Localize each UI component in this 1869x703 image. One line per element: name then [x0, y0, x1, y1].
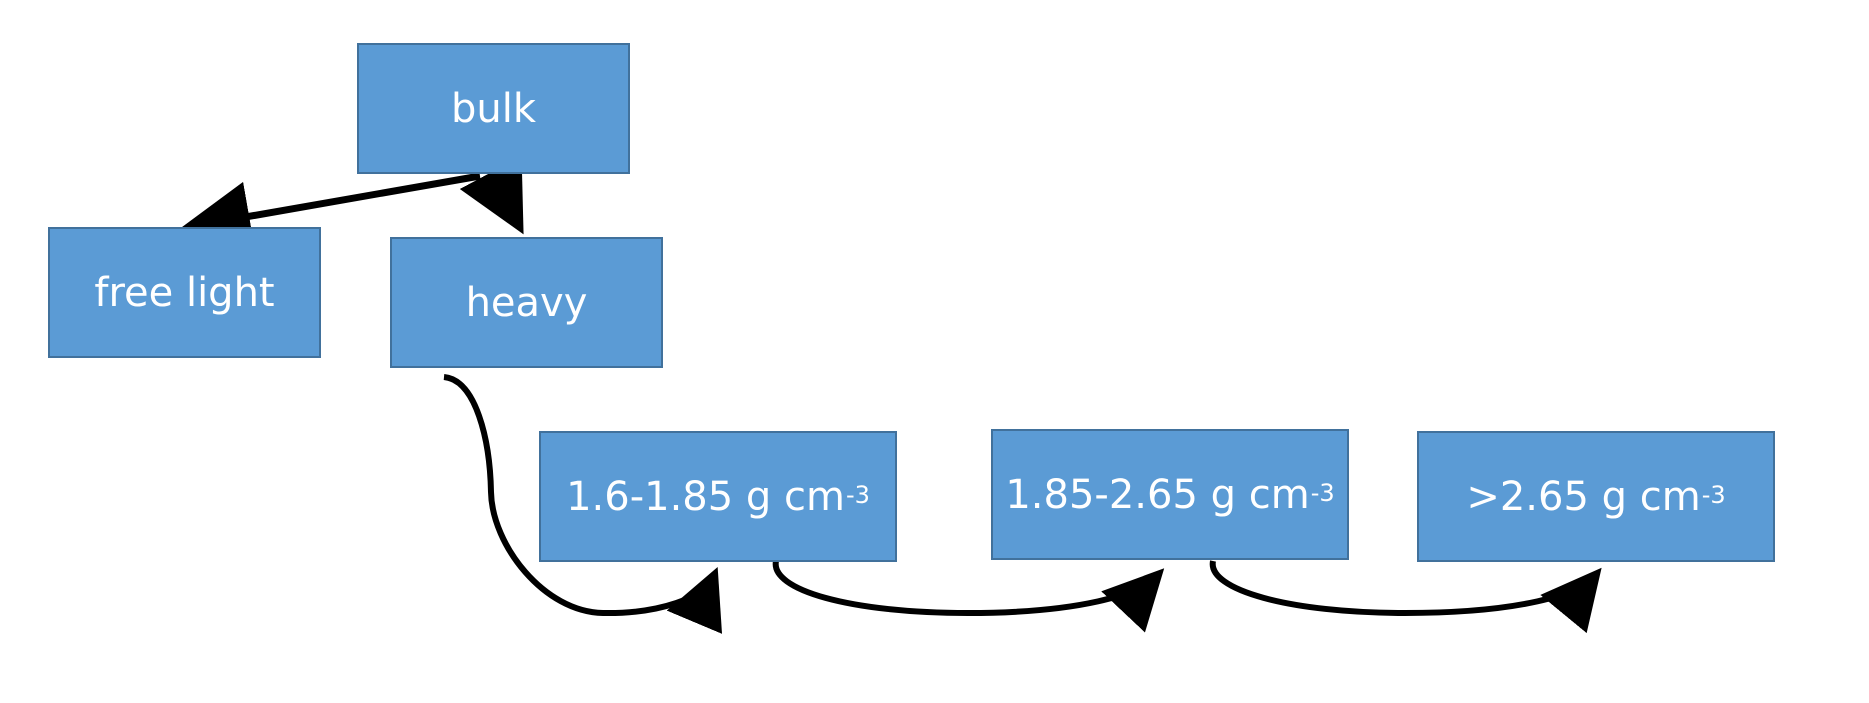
node-free-light-label: free light: [94, 269, 275, 316]
arrow-bulk-to-free-light: [180, 172, 481, 251]
arrow-fraction-1-to-fraction-2: [772, 560, 1165, 633]
node-bulk-label: bulk: [450, 85, 537, 132]
node-fraction-2: 1.85-2.65 g cm -3: [991, 429, 1349, 560]
node-heavy-label: heavy: [465, 279, 588, 326]
node-heavy: heavy: [390, 237, 663, 368]
node-fraction-1: 1.6-1.85 g cm -3: [539, 431, 897, 562]
arrow-bulk-to-heavy: [459, 156, 524, 235]
node-fraction-2-label: 1.85-2.65 g cm: [1005, 471, 1310, 518]
node-fraction-3: >2.65 g cm -3: [1417, 431, 1775, 562]
node-fraction-1-label: 1.6-1.85 g cm: [566, 473, 845, 520]
node-bulk: bulk: [357, 43, 630, 174]
arrow-fraction-2-to-fraction-3: [1209, 560, 1602, 634]
arrow-heavy-to-fraction-1: [443, 374, 722, 634]
node-free-light: free light: [48, 227, 321, 358]
node-fraction-3-label: >2.65 g cm: [1466, 473, 1701, 520]
